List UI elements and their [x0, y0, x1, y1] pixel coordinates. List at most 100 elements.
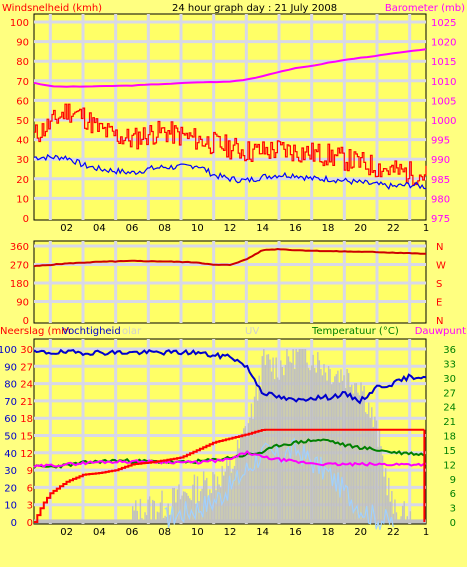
rain-tick-label: 9 [27, 466, 33, 477]
temp-tick-label: 6 [450, 489, 456, 500]
solar-bar [383, 476, 385, 522]
wind-tick-label: 20 [16, 175, 29, 186]
rain-tick-label: 24 [20, 380, 33, 391]
solar-bar [193, 474, 196, 522]
solar-bar [384, 467, 387, 522]
rain-tick-label: 0 [27, 518, 33, 529]
solar-bar [173, 487, 176, 522]
solar-bar [358, 395, 361, 522]
rain-tick-label: 27 [20, 362, 33, 373]
solar-axis-title: olar [122, 326, 142, 337]
rain-tick-label: 21 [20, 397, 33, 408]
solar-bar [152, 499, 154, 522]
series-wind-direction [33, 247, 426, 268]
solar-bar [357, 392, 359, 522]
solar-bar [355, 383, 358, 522]
humidity-tick-label: 40 [4, 449, 17, 460]
solar-bar [327, 366, 330, 522]
solar-bar [301, 349, 304, 522]
solar-bar [182, 491, 185, 522]
solar-bar [236, 440, 239, 522]
solar-bar [213, 474, 216, 522]
tick-labels: 0102030405060708090100975980985990995100… [0, 18, 456, 538]
solar-bar [189, 498, 191, 522]
solar-bar [170, 514, 172, 522]
direction-letter: E [436, 298, 442, 309]
solar-bar [247, 423, 250, 522]
solar-bar [169, 514, 171, 522]
x-tick-label: 10 [191, 527, 204, 538]
solar-bar [369, 417, 371, 522]
temp-tick-label: 12 [443, 460, 456, 471]
solar-bar [156, 511, 159, 522]
solar-bar [267, 354, 270, 522]
solar-bar [167, 503, 169, 522]
temp-tick-label: 27 [443, 388, 456, 399]
solar-bar [221, 466, 223, 522]
series-wind-gust [34, 103, 427, 186]
solar-bar [199, 491, 202, 522]
solar-bar [133, 510, 135, 522]
solar-bar [215, 490, 217, 522]
solar-bar [196, 476, 199, 522]
solar-bar [230, 472, 233, 522]
barometer-axis-title: Barometer (mb) [385, 3, 465, 14]
solar-bar [343, 375, 345, 522]
solar-bar [272, 357, 274, 522]
rain-tick-label: 12 [20, 449, 33, 460]
direction-letter: N [436, 316, 443, 327]
solar-bar [386, 495, 388, 522]
solar-bar [330, 384, 333, 522]
solar-bar [212, 472, 214, 522]
solar-bar [286, 349, 288, 522]
solar-bar [241, 433, 243, 522]
solar-bar [381, 455, 384, 522]
chart-title: 24 hour graph day : 21 July 2008 [172, 3, 337, 14]
series-dewpoint [33, 449, 427, 468]
solar-bar [246, 437, 248, 522]
solar-bar [176, 489, 179, 522]
solar-bar [317, 352, 319, 522]
humidity-tick-label: 0 [11, 518, 17, 529]
solar-bar [307, 367, 310, 522]
direction-letter: S [436, 279, 442, 290]
solar-bar [337, 370, 339, 522]
solar-bar [135, 500, 137, 522]
x-tick-label: 16 [289, 223, 302, 234]
solar-bar [309, 370, 311, 522]
solar-bar [349, 386, 351, 522]
solar-bar [312, 354, 314, 522]
solar-bar [409, 511, 412, 522]
solar-bar [179, 499, 182, 522]
x-tick-label: 22 [387, 223, 400, 234]
plot-lines [33, 48, 427, 531]
direction-tick-label: 0 [23, 316, 29, 327]
solar-bar [388, 477, 390, 522]
solar-bar [280, 360, 282, 522]
temp-tick-label: 33 [443, 359, 456, 370]
humidity-tick-label: 60 [4, 414, 17, 425]
barometer-tick-label: 1015 [431, 57, 456, 68]
solar-bar [351, 384, 353, 522]
solar-bar [232, 468, 234, 522]
solar-bar [324, 372, 327, 522]
barometer-tick-label: 1000 [431, 116, 456, 127]
x-tick-label: 10 [191, 223, 204, 234]
solar-bar [216, 476, 219, 522]
humidity-tick-label: 90 [4, 362, 17, 373]
x-tick-label: 1 [423, 223, 429, 234]
solar-bar [226, 459, 228, 522]
x-tick-label: 22 [387, 527, 400, 538]
solar-bar [372, 427, 375, 522]
x-tick-label: 06 [126, 527, 139, 538]
solar-bar [366, 413, 368, 522]
solar-bar [161, 490, 163, 522]
solar-bar [145, 515, 148, 522]
solar-bar [303, 349, 305, 522]
solar-baseline [34, 519, 426, 524]
solar-bar [352, 393, 354, 522]
solar-bar [253, 396, 256, 522]
solar-bar [389, 501, 392, 522]
series-uv [164, 437, 394, 531]
